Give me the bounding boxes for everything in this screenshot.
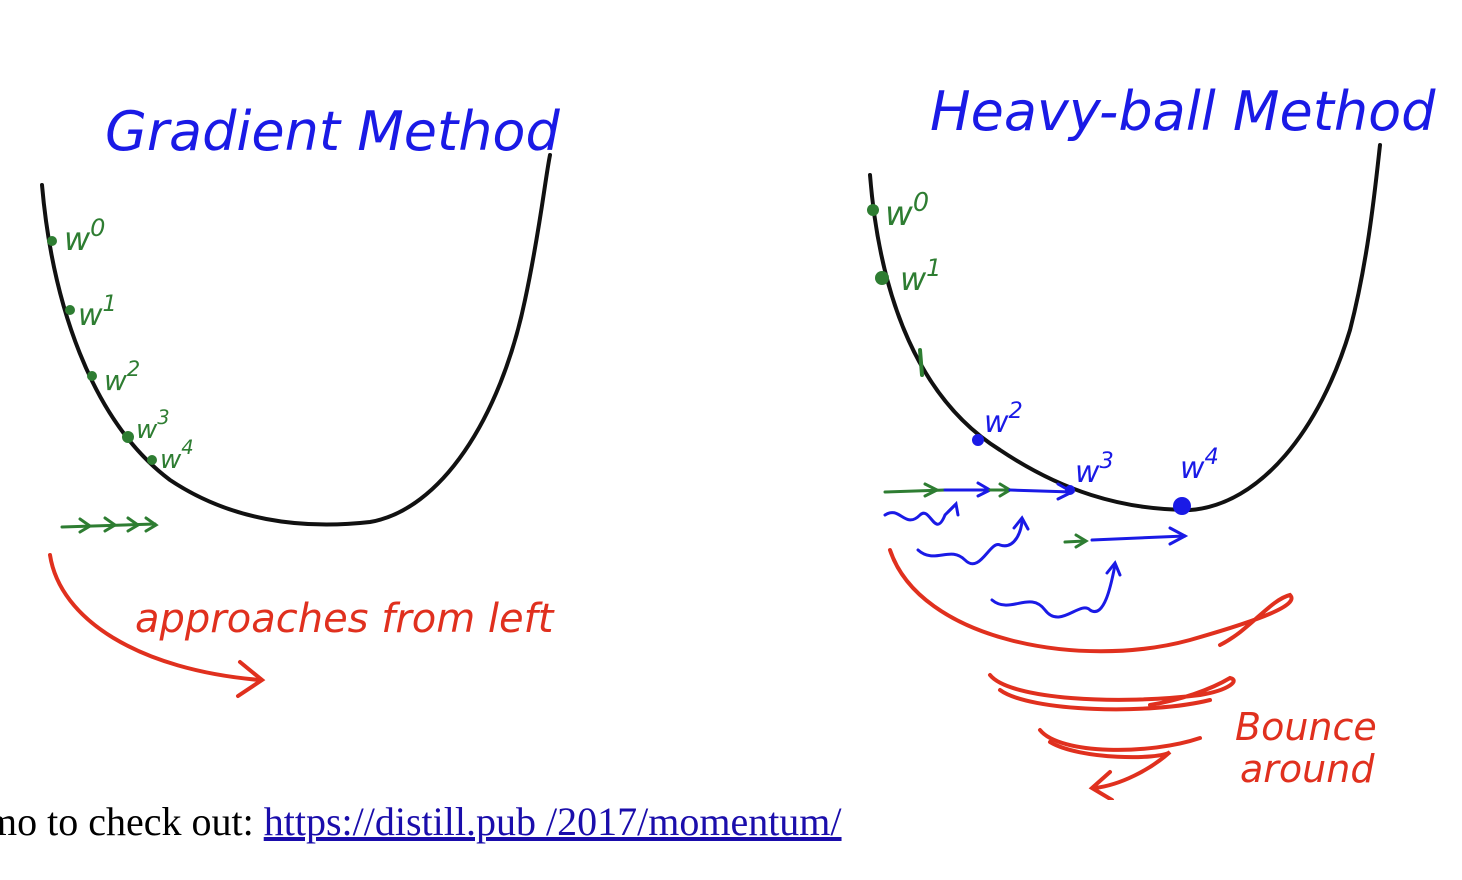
left-label-w2: w2 — [104, 357, 140, 397]
right-momentum-arrows — [883, 481, 1189, 549]
left-annotation: approaches from left — [135, 596, 555, 642]
left-approach-arrow — [48, 553, 266, 698]
left-point-w0 — [47, 236, 57, 246]
right-label-w0: w0 — [885, 188, 929, 234]
left-label-w0: w0 — [64, 214, 105, 258]
left-step-arrows — [60, 516, 159, 534]
right-label-w2: w2 — [984, 398, 1023, 440]
heavy-ball-method-title: Heavy-ball Method — [930, 80, 1436, 143]
right-bounce-strokes — [888, 548, 1294, 800]
heavy-ball-method-panel: Heavy-ball Method w0 w1 w2 w3 w4 — [867, 80, 1436, 800]
momentum-diagram: Gradient Method w0 w1 w2 w3 w4 approache… — [40, 80, 1436, 800]
right-label-w1: w1 — [900, 254, 941, 298]
right-label-w4: w4 — [1180, 444, 1219, 486]
right-tick-mark — [918, 348, 924, 377]
right-label-w3: w3 — [1075, 448, 1114, 490]
right-annotation-line2: around — [1240, 747, 1375, 791]
left-point-w4 — [147, 455, 157, 465]
right-curly-arrows — [883, 500, 1122, 619]
left-point-w3 — [122, 431, 134, 443]
left-label-w4: w4 — [160, 436, 194, 475]
gradient-method-title: Gradient Method — [105, 100, 560, 163]
caption-prefix: mo to check out: — [0, 799, 254, 844]
right-point-w1 — [875, 271, 889, 285]
left-label-w1: w1 — [78, 291, 117, 333]
gradient-method-panel: Gradient Method w0 w1 w2 w3 w4 approache… — [40, 100, 560, 698]
left-point-w2 — [87, 371, 97, 381]
left-point-w1 — [65, 305, 75, 315]
right-annotation-line1: Bounce — [1235, 705, 1377, 749]
loss-curve-right — [868, 143, 1382, 513]
right-annotation: Bounce around — [1235, 705, 1389, 791]
right-point-w2 — [972, 434, 984, 446]
right-point-w4 — [1173, 497, 1191, 515]
momentum-demo-link[interactable]: https://distill.pub /2017/momentum/ — [263, 799, 842, 844]
left-label-w3: w3 — [136, 406, 170, 445]
right-point-w0 — [867, 204, 879, 216]
caption: mo to check out: https://distill.pub /20… — [0, 798, 1462, 845]
loss-curve-left — [40, 153, 552, 527]
